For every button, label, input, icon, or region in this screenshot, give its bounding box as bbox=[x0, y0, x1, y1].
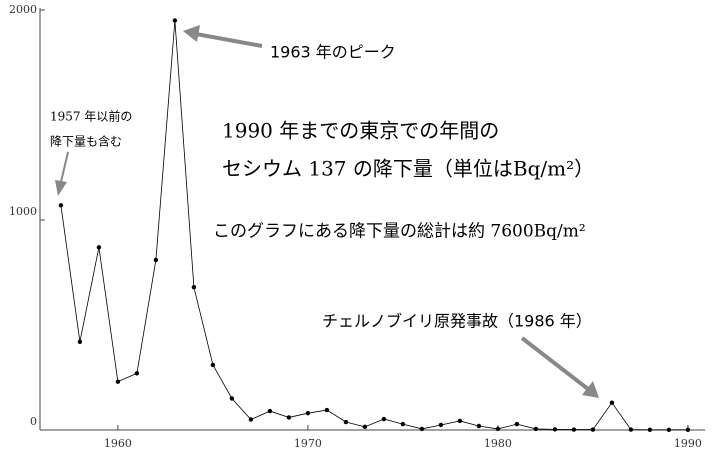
data-point bbox=[476, 423, 482, 429]
arrow bbox=[195, 32, 263, 48]
x-tick-label: 1980 bbox=[484, 437, 512, 450]
data-point bbox=[343, 419, 349, 425]
data-point bbox=[647, 427, 653, 432]
data-point bbox=[286, 415, 292, 420]
data-point bbox=[438, 422, 444, 428]
annotation: 1957 年以前の bbox=[50, 109, 132, 124]
data-point bbox=[77, 339, 83, 344]
chart-title: 1990 年までの東京での年間の bbox=[222, 119, 499, 143]
data-point bbox=[419, 426, 425, 432]
annotation: 1963 年のピーク bbox=[270, 43, 396, 62]
data-point bbox=[552, 427, 558, 432]
data-point bbox=[628, 427, 634, 432]
arrow-head bbox=[582, 381, 599, 398]
data-point bbox=[191, 285, 197, 290]
data-point bbox=[533, 426, 539, 432]
arrow bbox=[60, 151, 69, 183]
y-tick-label: 1000 bbox=[9, 205, 37, 218]
data-point bbox=[248, 417, 254, 422]
data-point bbox=[172, 18, 178, 23]
data-point bbox=[210, 362, 216, 368]
arrow-head bbox=[183, 25, 200, 42]
data-point bbox=[153, 257, 159, 263]
data-point bbox=[514, 421, 520, 427]
data-point bbox=[58, 203, 64, 208]
annotation: チェルノブイリ原発事故（1986 年） bbox=[322, 312, 592, 331]
data-point bbox=[571, 427, 577, 432]
data-point bbox=[362, 424, 368, 430]
data-point bbox=[96, 245, 102, 250]
y-tick-label: 2000 bbox=[9, 3, 37, 16]
data-point bbox=[324, 407, 330, 413]
data-point bbox=[400, 421, 406, 427]
chart-subtitle: セシウム 137 の降下量（単位はBq/m²） bbox=[222, 157, 594, 181]
data-point bbox=[229, 396, 235, 401]
data-line bbox=[60, 20, 688, 431]
data-point bbox=[666, 427, 672, 432]
data-point bbox=[381, 416, 387, 422]
arrow bbox=[520, 336, 590, 391]
data-point bbox=[495, 426, 501, 432]
x-tick-label: 1990 bbox=[674, 437, 702, 450]
arrows bbox=[55, 25, 599, 398]
y-tick-label: 0 bbox=[30, 415, 37, 428]
data-point bbox=[305, 411, 311, 416]
data-point bbox=[267, 408, 273, 414]
data-point bbox=[115, 379, 121, 384]
arrow-head bbox=[55, 180, 67, 196]
annotation: このグラフにある降下量の総計は約 7600Bq/m² bbox=[213, 222, 586, 242]
x-tick-label: 1970 bbox=[294, 437, 322, 450]
annotation: 降下量も含む bbox=[50, 134, 122, 149]
x-tick-label: 1960 bbox=[104, 437, 132, 450]
data-point bbox=[590, 427, 596, 432]
data-point bbox=[457, 418, 463, 424]
data-point bbox=[134, 371, 140, 376]
data-point bbox=[609, 400, 615, 405]
data-point bbox=[685, 427, 691, 432]
